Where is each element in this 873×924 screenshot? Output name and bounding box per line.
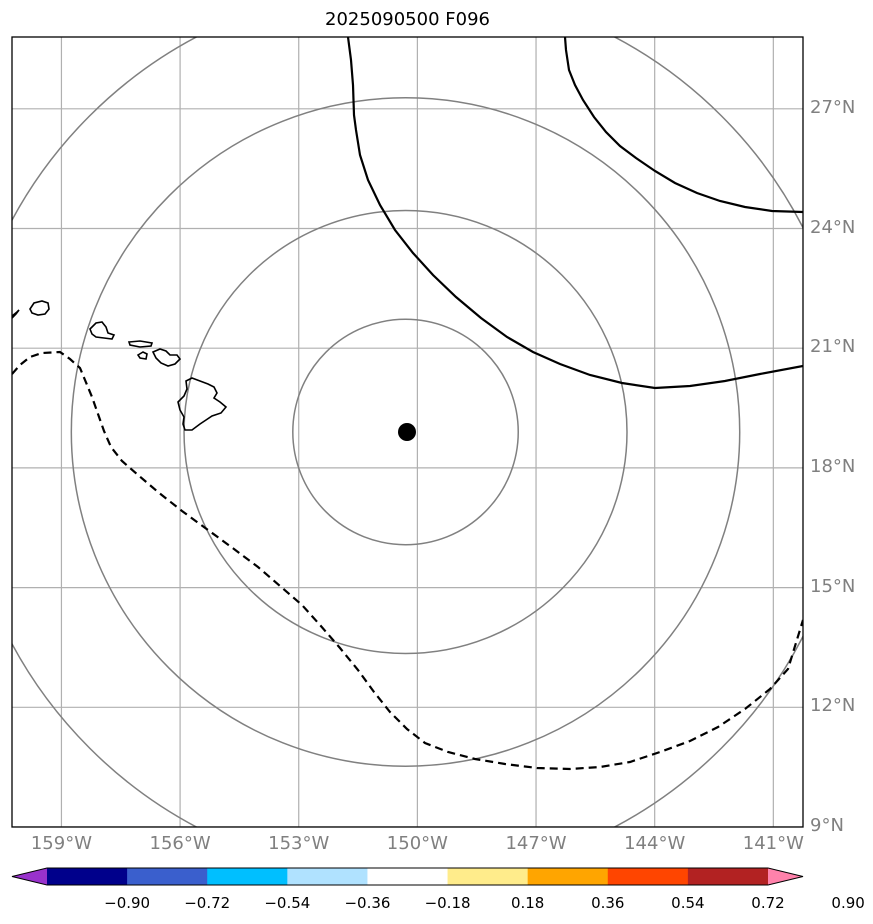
colorbar-tick-label: −0.36 bbox=[344, 894, 391, 912]
lon-tick-label: 156°W bbox=[149, 833, 211, 854]
colorbar-tick-label: −0.90 bbox=[104, 894, 151, 912]
colorbar-segment bbox=[127, 868, 208, 885]
colorbar-segment bbox=[47, 868, 128, 885]
colorbar-segment bbox=[287, 868, 368, 885]
coastline-oahu bbox=[89, 321, 116, 340]
colorbar-tick-label: 0.72 bbox=[751, 894, 785, 912]
lat-tick-label: 12°N bbox=[810, 695, 856, 717]
colorbar-segment bbox=[367, 868, 449, 885]
map-frame bbox=[11, 36, 804, 828]
map-title: 2025090500 F096 bbox=[325, 9, 490, 30]
lat-tick-label: 18°N bbox=[810, 455, 856, 477]
coastline-hawaii-big-island bbox=[177, 377, 228, 431]
colorbar-segment bbox=[207, 868, 288, 885]
range-rings bbox=[12, 37, 803, 827]
coastline-maui bbox=[151, 348, 182, 367]
range-ring bbox=[70, 97, 741, 767]
colorbar-extend-low bbox=[12, 868, 47, 885]
graticule-grid bbox=[12, 37, 803, 827]
colorbar-tick-label: 0.18 bbox=[510, 894, 545, 912]
coastline-hawaiian-islands bbox=[12, 300, 228, 431]
lon-tick-label: 153°W bbox=[268, 833, 330, 854]
lat-tick-label: 15°N bbox=[810, 575, 856, 597]
coastline-kauai bbox=[29, 300, 50, 316]
colorbar-extend-high bbox=[768, 868, 803, 885]
coastline-molokai bbox=[127, 340, 154, 348]
lon-tick-label: 144°W bbox=[624, 833, 686, 854]
lon-tick-label: 159°W bbox=[30, 833, 93, 854]
lon-tick-label: 150°W bbox=[386, 833, 448, 854]
lon-tick-label: 147°W bbox=[505, 833, 567, 854]
colorbar-segment bbox=[607, 868, 689, 885]
colorbar-segment bbox=[687, 868, 769, 885]
coastline-lanai bbox=[136, 351, 148, 360]
range-ring bbox=[292, 318, 519, 546]
contour-dashed bbox=[12, 350, 803, 771]
range-ring bbox=[12, 37, 803, 827]
contour-solid-west bbox=[346, 37, 803, 390]
storm-center-dot bbox=[398, 423, 416, 441]
lat-tick-label: 27°N bbox=[810, 96, 856, 118]
lat-tick-label: 9°N bbox=[810, 815, 844, 836]
coastline-niihau bbox=[12, 309, 20, 319]
colorbar-segment bbox=[447, 868, 529, 885]
colorbar-tick-label: −0.18 bbox=[424, 894, 471, 912]
colorbar-outline bbox=[11, 867, 804, 886]
lat-tick-label: 24°N bbox=[810, 216, 856, 238]
range-ring bbox=[183, 209, 628, 655]
colorbar-segment bbox=[527, 868, 609, 885]
colorbar-tick-label: 0.54 bbox=[671, 894, 705, 912]
height-contours bbox=[12, 37, 803, 771]
lat-tick-label: 21°N bbox=[810, 336, 856, 358]
lon-tick-label: 141°W bbox=[742, 833, 804, 854]
colorbar-tick-label: 0.36 bbox=[591, 894, 625, 912]
colorbar-tick-label: −0.54 bbox=[264, 894, 311, 912]
colorbar-tick-label: −0.72 bbox=[184, 894, 231, 912]
colorbar-tick-label: 0.90 bbox=[831, 894, 865, 912]
contour-solid-northeast bbox=[563, 37, 803, 214]
colorbar bbox=[11, 867, 804, 886]
